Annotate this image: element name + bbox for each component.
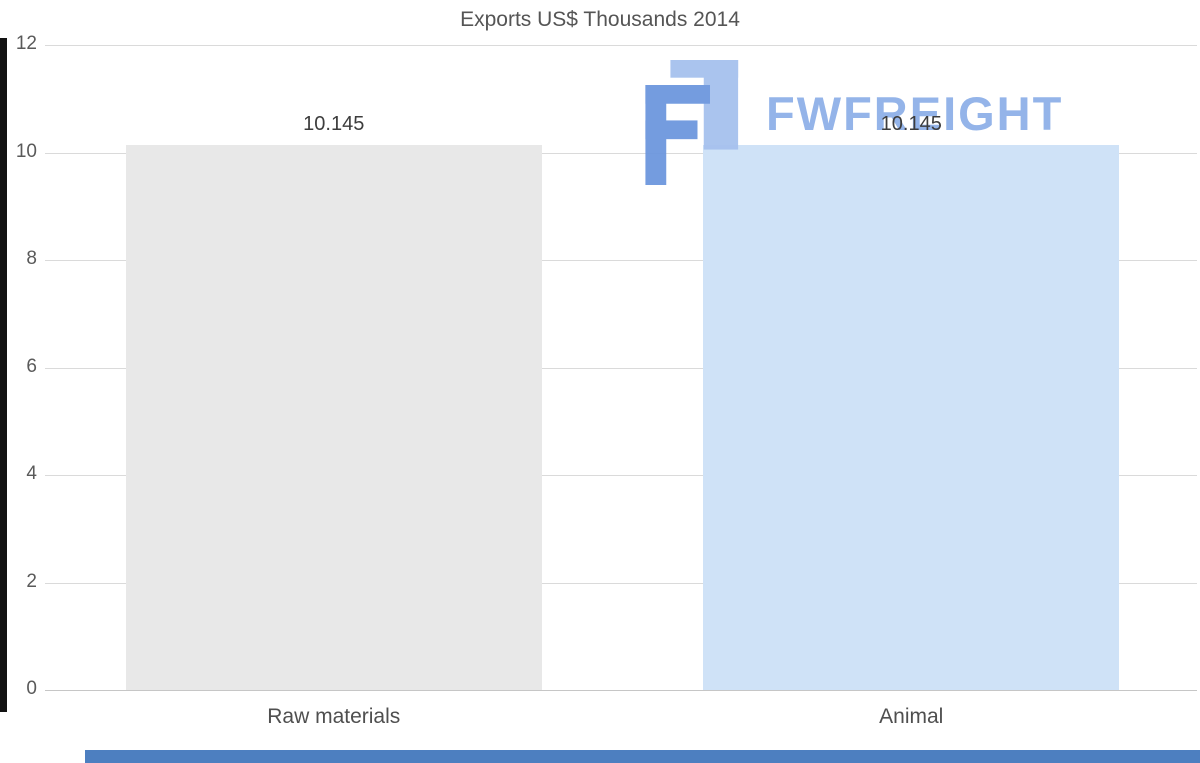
gridline-y0: [45, 690, 1197, 691]
gridline-y8: [45, 260, 1197, 261]
y-axis-tick-label: 8: [26, 248, 37, 269]
y-axis-tick-label: 0: [26, 678, 37, 699]
y-axis-tick-label: 4: [26, 463, 37, 484]
plot-area: [45, 45, 1200, 691]
gridline-y2: [45, 582, 1197, 584]
gridline-y4: [45, 475, 1197, 476]
y-axis-tick-label: 6: [26, 355, 37, 377]
x-axis-category-label: Animal: [879, 705, 944, 728]
bottom-edge-strip: [85, 750, 1200, 763]
gridline-y6: [45, 367, 1197, 369]
gridline-y10: [45, 152, 1197, 154]
chart-title: Exports US$ Thousands 2014: [460, 8, 740, 31]
y-axis-tick-label: 2: [26, 570, 37, 592]
gridline-y12: [45, 45, 1197, 46]
y-axis-tick-label: 10: [15, 140, 37, 162]
bar-animal[interactable]: [703, 144, 1120, 690]
bar-value-label: 10.145: [880, 112, 942, 135]
bar-value-label: 10.145: [303, 112, 365, 135]
bar-raw-materials[interactable]: [125, 144, 542, 690]
x-axis-category-label: Raw materials: [267, 705, 401, 728]
y-axis-tick-label: 12: [15, 33, 37, 54]
left-edge-strip: [0, 38, 7, 712]
